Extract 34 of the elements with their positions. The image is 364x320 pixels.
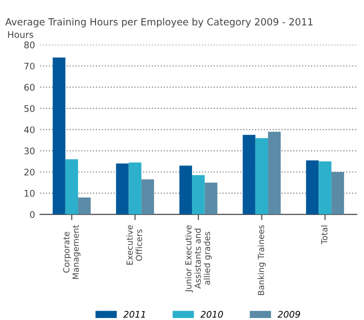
bar (192, 175, 205, 214)
x-tick-label: Corporate Management (63, 225, 80, 279)
y-tick-label: 20 (24, 168, 35, 176)
x-tick-label: Total (321, 226, 328, 244)
bar (306, 160, 319, 214)
legend-label: 2011 (123, 310, 145, 318)
bar (255, 138, 268, 214)
chart-title: Average Training Hours per Employee by Category 2009 - 2011 (5, 18, 313, 28)
bar (116, 164, 129, 214)
x-tick-label: Executive Officers (126, 225, 142, 265)
legend-label: 2010 (200, 310, 223, 318)
y-tick-label: 50 (24, 105, 35, 112)
y-tick-label: 0 (30, 211, 35, 218)
bar (65, 159, 78, 214)
bar (78, 197, 91, 214)
legend-label: 2009 (278, 310, 300, 318)
bar (179, 166, 192, 214)
y-tick-label: 80 (24, 42, 35, 48)
bar (318, 161, 332, 214)
bar (268, 132, 281, 214)
y-tick-label: 60 (24, 84, 35, 91)
y-tick-label: 70 (24, 62, 35, 70)
x-tick-label: Banking Trainees (258, 225, 266, 296)
y-axis-title: Hours (8, 31, 34, 38)
bar (331, 172, 344, 214)
bar (128, 162, 142, 214)
x-tick-label: Junior Executive Assistants and allied grades (185, 225, 212, 292)
y-tick-label: 30 (24, 148, 35, 154)
bar (141, 179, 154, 214)
bar (242, 134, 256, 214)
bar (52, 58, 66, 214)
y-tick-label: 40 (24, 126, 35, 134)
bar (204, 182, 218, 214)
y-tick-label: 10 (24, 190, 35, 197)
